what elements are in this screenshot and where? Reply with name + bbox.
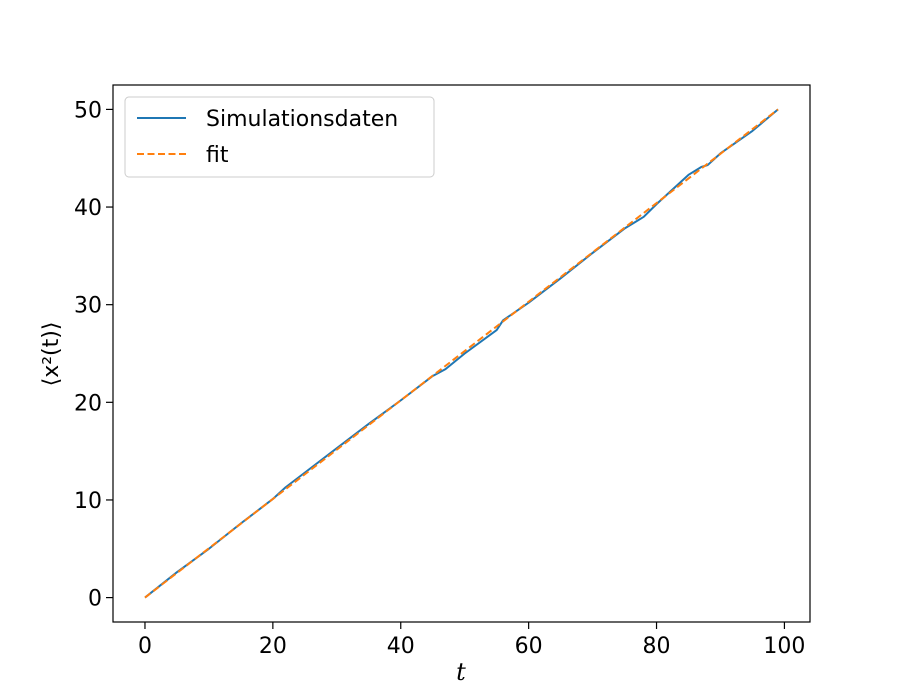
legend: Simulationsdaten fit [124, 96, 435, 178]
y-tick-label: 10 [74, 489, 102, 514]
y-tick-label: 40 [74, 196, 102, 221]
series-group [144, 108, 779, 599]
x-tick-label: 100 [763, 634, 805, 659]
y-tick-label: 20 [74, 391, 102, 416]
legend-label: Simulationsdaten [206, 107, 398, 132]
x-tick-label: 60 [515, 634, 543, 659]
x-tick-label: 80 [643, 634, 671, 659]
x-tick-label: 20 [259, 634, 287, 659]
legend-box [124, 96, 435, 178]
y-axis-label: ⟨x²(t)⟩ [39, 322, 64, 387]
x-axis-label: t [456, 658, 466, 686]
plot-frame [112, 84, 811, 623]
x-tick-label: 0 [138, 634, 152, 659]
x-tick-label: 40 [387, 634, 415, 659]
ticks: 0 20 40 60 80 100 0 10 20 30 40 50 [74, 98, 805, 659]
y-tick-label: 0 [88, 587, 102, 612]
y-tick-label: 30 [74, 294, 102, 319]
legend-label: fit [206, 143, 229, 168]
series-line-simulationsdaten [144, 108, 779, 599]
y-tick-label: 50 [74, 98, 102, 123]
series-line-fit [144, 108, 779, 599]
